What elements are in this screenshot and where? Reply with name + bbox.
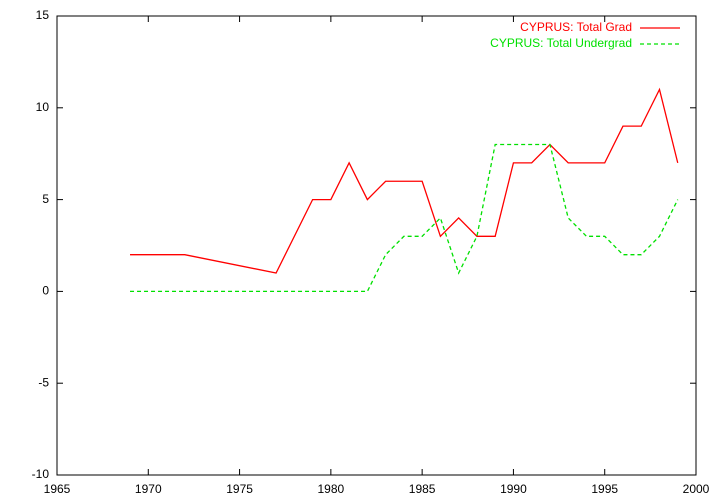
y-tick-label: 15 [36,8,50,22]
data-line [130,87,679,274]
plot-frame [56,15,697,476]
legend-label: CYPRUS: Total Undergrad [490,36,632,50]
x-tick-label: 1970 [135,482,162,496]
y-tick-label: -10 [32,467,50,481]
x-tick-label: 1965 [44,482,71,496]
y-tick-label: -5 [38,375,49,389]
x-tick-label: 1985 [409,482,436,496]
legend-label: CYPRUS: Total Grad [520,20,632,34]
x-tick-label: 1995 [591,482,618,496]
y-tick-label: 10 [36,100,50,114]
y-tick-label: 5 [42,192,49,206]
y-tick-label: 0 [42,284,49,298]
data-line [130,143,679,293]
x-tick-label: 1975 [226,482,253,496]
x-tick-label: 1980 [318,482,345,496]
x-tick-label: 1990 [500,482,527,496]
x-tick-label: 2000 [683,482,710,496]
